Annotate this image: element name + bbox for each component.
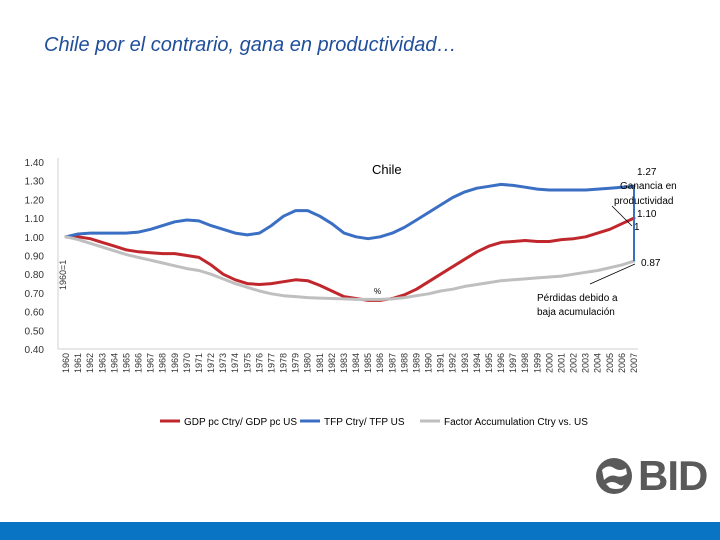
x-tick-label: 1969 — [170, 353, 180, 373]
y-tick-label: 0.40 — [25, 345, 45, 356]
y-tick-label: 1.20 — [25, 195, 45, 206]
legend-label: Factor Accumulation Ctry vs. US — [444, 417, 588, 428]
x-tick-label: 1998 — [520, 353, 530, 373]
x-tick-label: 1999 — [532, 353, 542, 373]
logo-text: BID — [638, 452, 708, 499]
x-tick-label: 1974 — [230, 353, 240, 373]
x-tick-label: 1967 — [146, 353, 156, 373]
x-tick-label: 1983 — [339, 353, 349, 373]
series-line — [64, 216, 636, 302]
x-tick-label: 1992 — [448, 353, 458, 373]
x-tick-label: 1968 — [158, 353, 168, 373]
x-tick-label: 2007 — [629, 353, 639, 373]
y-tick-label: 0.60 — [25, 308, 45, 319]
x-tick-label: 1970 — [182, 353, 192, 373]
x-tick-label: 1995 — [484, 353, 494, 373]
chart-title: Chile — [372, 162, 402, 177]
x-tick-label: 1971 — [194, 353, 204, 373]
x-tick-label: 2006 — [617, 353, 627, 373]
x-tick-label: 1960 — [61, 353, 71, 373]
y-tick-label: 0.90 — [25, 252, 45, 263]
gain-pointer — [611, 205, 633, 227]
x-tick-label: 1993 — [460, 353, 470, 373]
y-tick-label: 1.10 — [25, 214, 45, 225]
x-tick-label: 1985 — [363, 353, 373, 373]
x-tick-label: 1963 — [97, 353, 107, 373]
y-tick-label: 0.50 — [25, 326, 45, 337]
x-tick-label: 2002 — [569, 353, 579, 373]
x-tick-label: 2003 — [581, 353, 591, 373]
x-tick-label: 1961 — [73, 353, 83, 373]
x-tick-label: 1984 — [351, 353, 361, 373]
x-tick-label: 1994 — [472, 353, 482, 373]
annotation-gain-one: 1 — [634, 222, 640, 233]
annotation-top-value: 1.27 — [637, 167, 657, 178]
y-tick-label: 0.70 — [25, 289, 45, 300]
x-tick-label: 1990 — [424, 353, 434, 373]
annotation-gain-line1: Ganancia en — [620, 181, 677, 192]
annotation-small-mark: % — [374, 287, 381, 296]
x-tick-label: 1982 — [327, 353, 337, 373]
x-tick-label: 2005 — [605, 353, 615, 373]
x-tick-label: 1975 — [242, 353, 252, 373]
x-tick-label: 1991 — [436, 353, 446, 373]
legend-label: GDP pc Ctry/ GDP pc US — [184, 417, 297, 428]
loss-pointer — [589, 263, 636, 285]
x-tick-label: 1987 — [387, 353, 397, 373]
y-tick-label: 0.80 — [25, 270, 45, 281]
x-tick-label: 1972 — [206, 353, 216, 373]
x-tick-label: 1965 — [121, 353, 131, 373]
y-axis-label: 1960=1 — [58, 260, 68, 290]
series-line — [64, 182, 636, 241]
x-tick-label: 1977 — [266, 353, 276, 373]
x-tick-label: 1978 — [279, 353, 289, 373]
x-tick-label: 2000 — [544, 353, 554, 373]
x-tick-label: 1980 — [303, 353, 313, 373]
annotation-gain-line2: productividad — [614, 196, 673, 207]
annotation-gain-value: 1.10 — [637, 209, 657, 220]
x-tick-label: 1989 — [411, 353, 421, 373]
x-tick-label: 2001 — [556, 353, 566, 373]
x-tick-label: 1996 — [496, 353, 506, 373]
bid-logo: BID — [594, 452, 708, 500]
y-tick-label: 1.30 — [25, 177, 45, 188]
x-tick-label: 1964 — [109, 353, 119, 373]
x-tick-label: 1973 — [218, 353, 228, 373]
x-tick-label: 1976 — [254, 353, 264, 373]
legend-label: TFP Ctry/ TFP US — [324, 417, 405, 428]
x-tick-label: 1962 — [85, 353, 95, 373]
slide-title: Chile por el contrario, gana en producti… — [44, 34, 457, 56]
annotation-loss-value: 0.87 — [641, 258, 661, 269]
x-tick-label: 1988 — [399, 353, 409, 373]
x-tick-label: 2004 — [593, 353, 603, 373]
annotation-loss-line1: Pérdidas debido a — [537, 293, 618, 304]
x-tick-label: 1966 — [134, 353, 144, 373]
series-line — [64, 235, 636, 301]
x-tick-label: 1981 — [315, 353, 325, 373]
y-tick-label: 1.00 — [25, 233, 45, 244]
globe-icon — [596, 458, 632, 494]
x-tick-label: 1979 — [291, 353, 301, 373]
x-tick-label: 1997 — [508, 353, 518, 373]
footer-bar — [0, 522, 720, 540]
x-tick-label: 1986 — [375, 353, 385, 373]
annotation-loss-line2: baja acumulación — [537, 307, 615, 318]
y-tick-label: 1.40 — [25, 158, 45, 169]
